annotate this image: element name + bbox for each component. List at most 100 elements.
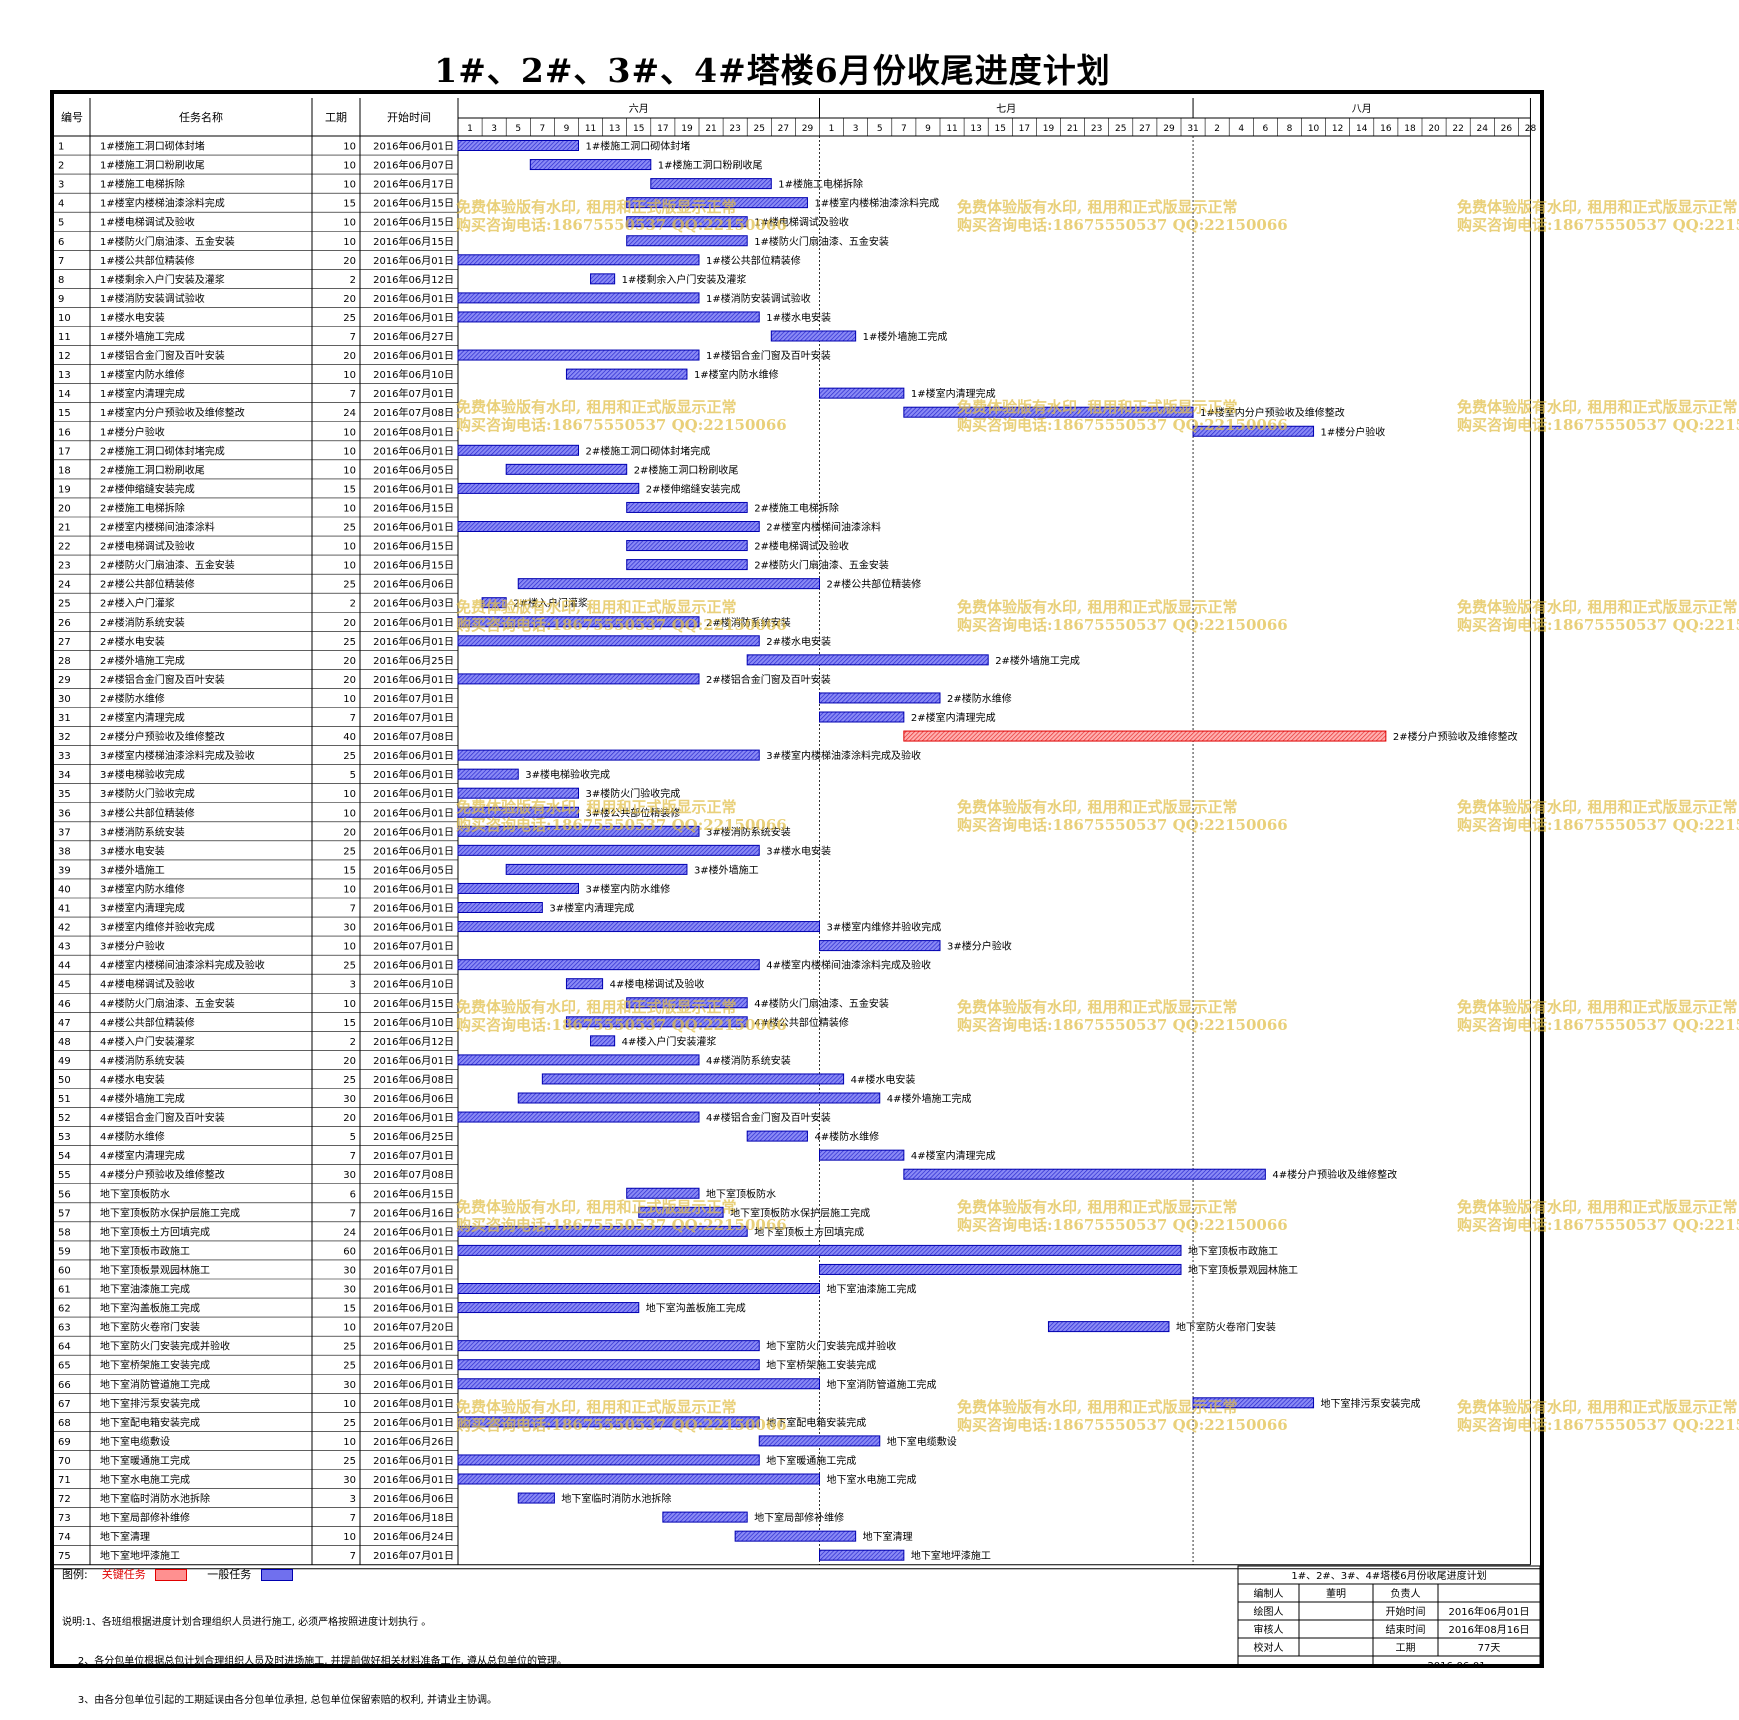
day-tick-label: 18 — [1404, 124, 1416, 134]
task-duration: 7 — [350, 1151, 356, 1162]
task-bar-label: 地下室局部修补维修 — [754, 1511, 844, 1524]
legend-critical-label: 关键任务 — [101, 1568, 146, 1581]
task-start: 2016年06月10日 — [373, 368, 454, 381]
task-id: 72 — [58, 1494, 71, 1505]
task-start: 2016年06月15日 — [373, 1187, 454, 1200]
task-duration: 10 — [343, 180, 356, 191]
task-start: 2016年06月12日 — [373, 273, 454, 286]
task-bar — [819, 1263, 1182, 1275]
task-id: 12 — [58, 351, 71, 362]
day-tick-label: 2 — [1214, 124, 1220, 134]
task-id: 16 — [58, 427, 71, 438]
day-tick-label: 14 — [1356, 124, 1368, 134]
task-bar-label: 3#楼室内防水维修 — [586, 882, 671, 895]
task-id: 33 — [58, 751, 71, 762]
grid-lines — [54, 98, 1531, 1566]
task-duration: 2 — [350, 1037, 356, 1048]
day-tick-label: 15 — [995, 124, 1006, 134]
task-duration: 25 — [343, 637, 356, 648]
task-id: 27 — [58, 637, 71, 648]
task-name: 3#楼公共部位精装修 — [100, 806, 195, 819]
task-bar — [457, 787, 579, 799]
task-start: 2016年06月05日 — [373, 863, 454, 876]
day-tick-label: 21 — [1067, 124, 1078, 134]
task-name: 1#楼室内清理完成 — [100, 387, 185, 400]
task-start: 2016年07月08日 — [373, 406, 454, 419]
task-bar-label: 1#楼室内楼梯油漆涂料完成 — [814, 197, 939, 210]
task-duration: 10 — [343, 1323, 356, 1334]
task-name: 1#楼施工洞口砌体封堵 — [100, 140, 205, 153]
task-name: 地下室油漆施工完成 — [100, 1283, 190, 1296]
task-bar — [903, 406, 1194, 418]
task-bar — [457, 1244, 1182, 1256]
task-duration: 10 — [343, 694, 356, 705]
task-name: 1#楼防火门扇油漆、五金安装 — [100, 235, 235, 248]
task-bar — [457, 349, 700, 361]
task-bar-label: 2#楼外墙施工完成 — [995, 654, 1080, 667]
day-tick-label: 19 — [1043, 124, 1055, 134]
task-bar-label: 1#楼铝合金门窗及百叶安装 — [706, 349, 831, 362]
task-duration: 25 — [343, 1342, 356, 1353]
task-duration: 25 — [343, 1418, 356, 1429]
task-start: 2016年06月25日 — [373, 654, 454, 667]
task-bar-label: 1#楼施工洞口砌体封堵 — [586, 140, 691, 153]
day-tick-label: 31 — [1187, 124, 1198, 134]
task-name: 地下室电缆敷设 — [100, 1435, 170, 1448]
task-bar — [517, 1492, 555, 1504]
task-bar — [638, 1206, 724, 1218]
task-bar-label: 3#楼分户验收 — [947, 940, 1012, 953]
task-duration: 30 — [343, 1265, 356, 1276]
legend: 图例: 关键任务 一般任务 — [62, 1566, 299, 1582]
title-block-cell: 校对人 — [1254, 1641, 1284, 1654]
task-bar-label: 1#楼剩余入户门安装及灌浆 — [622, 273, 747, 286]
task-name: 地下室沟盖板施工完成 — [100, 1302, 200, 1315]
task-duration: 7 — [350, 1208, 356, 1219]
task-duration: 10 — [343, 884, 356, 895]
task-start: 2016年06月01日 — [373, 1302, 454, 1315]
task-id: 29 — [58, 675, 71, 686]
task-name: 3#楼室内楼梯油漆涂料完成及验收 — [100, 749, 255, 762]
task-bar-label: 4#楼入户门安装灌浆 — [622, 1035, 717, 1048]
task-bar — [565, 978, 604, 990]
task-id: 54 — [58, 1151, 71, 1162]
month-label: 六月 — [629, 103, 649, 115]
task-start: 2016年06月01日 — [373, 444, 454, 457]
task-id: 50 — [58, 1075, 71, 1086]
task-name: 4#楼入户门安装灌浆 — [100, 1035, 195, 1048]
day-tick-label: 13 — [970, 124, 981, 134]
task-bar-label: 3#楼外墙施工 — [694, 863, 759, 876]
day-tick-label: 3 — [853, 124, 859, 134]
task-id: 49 — [58, 1056, 71, 1067]
day-tick-label: 11 — [946, 124, 957, 134]
task-bar — [819, 711, 905, 723]
title-block-cell: 2016年06月01日 — [1449, 1605, 1530, 1618]
task-bar — [517, 1092, 881, 1104]
task-bar — [565, 1016, 748, 1028]
task-bar — [457, 1473, 820, 1485]
task-name: 3#楼防火门验收完成 — [100, 787, 195, 800]
task-bar-label: 地下室沟盖板施工完成 — [646, 1302, 746, 1315]
task-id: 24 — [58, 580, 71, 591]
task-duration: 25 — [343, 846, 356, 857]
task-id: 69 — [58, 1437, 71, 1448]
task-duration: 10 — [343, 237, 356, 248]
task-duration: 25 — [343, 580, 356, 591]
task-bar — [457, 521, 760, 532]
task-duration: 60 — [343, 1246, 356, 1257]
task-bar-label: 地下室顶板防水 — [706, 1187, 776, 1200]
task-start: 2016年06月01日 — [373, 825, 454, 838]
task-duration: 10 — [343, 542, 356, 553]
task-duration: 20 — [343, 1113, 356, 1124]
task-bar-label: 4#楼外墙施工完成 — [887, 1092, 972, 1105]
task-name: 4#楼水电安装 — [100, 1073, 165, 1086]
task-bar-label: 地下室顶板市政施工 — [1188, 1244, 1278, 1257]
title-block-title: 1#、2#、3#、4#塔楼6月份收尾进度计划 — [1291, 1569, 1486, 1582]
task-start: 2016年06月18日 — [373, 1511, 454, 1524]
title-block-cell: 2016年08月16日 — [1449, 1623, 1530, 1636]
day-tick-label: 6 — [1262, 124, 1268, 134]
task-start: 2016年06月06日 — [373, 578, 454, 591]
task-bar-label: 3#楼水电安装 — [766, 844, 831, 857]
task-bar — [457, 749, 760, 761]
task-start: 2016年07月01日 — [373, 1263, 454, 1276]
